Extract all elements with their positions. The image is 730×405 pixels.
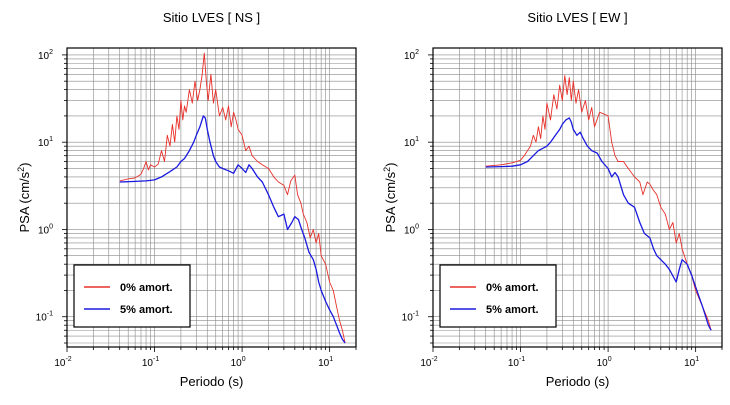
chart-title: Sitio LVES [ NS ] [163,10,260,25]
y-tick-label: 10-1 [402,311,419,324]
y-tick-label-base: 10 [38,51,50,62]
legend: 0% amort. 5% amort. [73,264,191,328]
series-line-5pct [119,115,346,344]
legend-box [73,264,191,328]
legend-label: 5% amort. [486,304,539,316]
y-tick-label-base: 10 [36,313,48,324]
y-axis-label-sup: 2 [382,167,392,172]
legend: 0% amort. 5% amort. [439,264,557,328]
y-tick-label: 102 [38,49,53,62]
series-line-0pct [485,75,712,331]
y-tick-label: 10-1 [36,311,53,324]
x-tick-label-exp: 1 [695,356,699,363]
x-tick-label: 100 [231,356,246,369]
chart-title: Sitio LVES [ EW ] [527,10,627,25]
y-axis-label-tail: ) [17,162,32,166]
x-tick-label-exp: -2 [65,356,71,363]
x-tick-label-base: 10 [420,358,432,369]
series-line-5pct [485,117,712,331]
y-tick-label-base: 10 [38,138,50,149]
x-tick-label: 10-2 [420,356,437,369]
x-tick-label: 101 [684,356,699,369]
x-tick-label-exp: 0 [608,356,612,363]
plot-frame [66,47,357,348]
legend-label: 0% amort. [120,282,173,294]
y-axis-label: PSA (cm/s2) [16,162,32,232]
y-tick-label-exp: 1 [49,136,53,143]
legend-label: 0% amort. [486,282,539,294]
x-tick-label-base: 10 [318,358,330,369]
y-tick-label-base: 10 [404,225,416,236]
y-tick-label-exp: 2 [49,49,53,56]
y-axis-label-sup: 2 [16,167,26,172]
y-tick-label-base: 10 [38,225,50,236]
x-tick-label-base: 10 [508,358,520,369]
y-axis-label-tail: ) [383,162,398,166]
x-tick-label: 101 [318,356,333,369]
x-tick-label-exp: -2 [431,356,437,363]
y-tick-label: 101 [404,136,419,149]
x-tick-label: 10-1 [142,356,159,369]
y-tick-label-exp: 0 [49,223,53,230]
y-tick-label-exp: 1 [415,136,419,143]
y-tick-label-exp: 2 [415,49,419,56]
legend-label: 5% amort. [120,304,173,316]
x-tick-label-exp: 0 [242,356,246,363]
x-tick-label-base: 10 [684,358,696,369]
x-tick-label-exp: -1 [153,356,159,363]
x-tick-label-exp: 1 [329,356,333,363]
legend-box [439,264,557,328]
x-tick-label-exp: -1 [519,356,525,363]
x-axis-label: Periodo (s) [546,374,610,389]
x-tick-label: 10-2 [54,356,71,369]
x-tick-label-base: 10 [142,358,154,369]
x-tick-label-base: 10 [231,358,243,369]
x-tick-label-base: 10 [597,358,609,369]
x-tick-label: 100 [597,356,612,369]
y-tick-label-exp: -1 [413,311,419,318]
x-tick-label: 10-1 [508,356,525,369]
y-tick-label: 102 [404,49,419,62]
plot-frame [432,47,723,348]
y-tick-label: 100 [38,223,53,236]
y-tick-label: 100 [404,223,419,236]
y-tick-label: 101 [38,136,53,149]
y-tick-label-base: 10 [404,138,416,149]
x-tick-label-base: 10 [54,358,66,369]
y-tick-label-exp: 0 [415,223,419,230]
y-tick-label-base: 10 [404,51,416,62]
y-axis-label: PSA (cm/s2) [382,162,398,232]
series-line-0pct [119,52,346,344]
x-axis-label: Periodo (s) [180,374,244,389]
y-axis-label-main: PSA (cm/s [383,171,398,232]
y-tick-label-exp: -1 [47,311,53,318]
y-tick-label-base: 10 [402,313,414,324]
y-axis-label-main: PSA (cm/s [17,171,32,232]
